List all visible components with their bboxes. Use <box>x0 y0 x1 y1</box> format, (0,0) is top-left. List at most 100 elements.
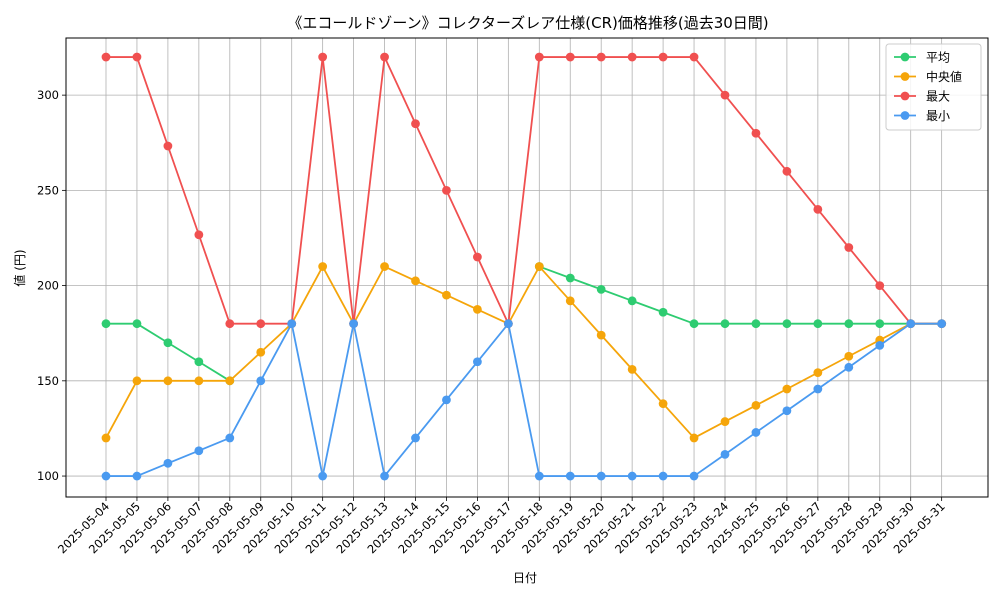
legend-swatch-marker <box>900 91 910 101</box>
data-point <box>844 362 854 372</box>
data-point <box>318 471 328 481</box>
data-point <box>596 285 606 294</box>
series-layer <box>101 52 947 481</box>
axes-layer: 2025-05-042025-05-052025-05-062025-05-07… <box>37 37 989 556</box>
data-point <box>813 205 823 214</box>
data-point <box>256 347 266 357</box>
data-point <box>751 400 761 410</box>
data-point <box>225 433 235 443</box>
data-point <box>534 262 544 271</box>
data-point <box>256 376 266 386</box>
data-point <box>627 471 637 481</box>
data-point <box>844 351 854 361</box>
legend-label: 最大 <box>926 90 950 104</box>
data-point <box>442 185 451 195</box>
data-point <box>380 52 389 62</box>
data-point <box>101 471 111 481</box>
data-point <box>658 52 668 62</box>
data-point <box>751 319 761 329</box>
y-tick-label: 300 <box>37 88 59 102</box>
data-point <box>720 319 730 329</box>
data-point <box>565 471 575 481</box>
data-point <box>256 319 266 329</box>
data-point <box>380 262 389 271</box>
legend-item: 最大 <box>894 90 950 104</box>
data-point <box>473 357 482 367</box>
legend-item: 中央値 <box>894 69 962 84</box>
series-2 <box>101 262 947 443</box>
series-4 <box>101 319 947 481</box>
legend-label: 平均 <box>926 51 950 65</box>
data-point <box>163 141 173 151</box>
data-point <box>442 395 451 405</box>
data-point <box>132 471 142 481</box>
legend-swatch-marker <box>900 111 910 120</box>
data-point <box>658 399 668 409</box>
series-line <box>106 56 942 325</box>
data-point <box>411 119 420 129</box>
chart-title: 《エコールドゾーン》コレクターズレア仕様(CR)価格推移(過去30日間) <box>287 14 768 32</box>
data-point <box>565 273 575 283</box>
data-point <box>720 90 730 100</box>
data-point <box>596 52 606 62</box>
data-point <box>720 417 730 426</box>
data-point <box>132 376 142 386</box>
data-point <box>101 319 111 329</box>
x-axis-label: 日付 <box>513 571 537 585</box>
data-point <box>132 319 142 329</box>
legend-label: 中央値 <box>926 69 962 84</box>
data-point <box>720 449 730 459</box>
data-point <box>194 357 204 367</box>
data-point <box>163 376 173 386</box>
data-point <box>782 166 792 176</box>
data-point <box>473 305 482 314</box>
data-point <box>565 296 575 306</box>
data-point <box>751 128 761 138</box>
data-point <box>194 446 204 456</box>
data-point <box>689 319 699 329</box>
data-point <box>658 471 668 481</box>
data-point <box>411 433 420 443</box>
data-point <box>875 319 885 329</box>
data-point <box>875 281 885 290</box>
data-point <box>689 471 699 481</box>
data-point <box>751 428 761 437</box>
y-tick-label: 150 <box>37 374 59 388</box>
data-point <box>349 319 358 329</box>
data-point <box>689 52 699 62</box>
data-point <box>844 243 854 252</box>
data-point <box>442 290 451 300</box>
data-point <box>194 230 204 240</box>
y-tick-label: 200 <box>37 279 59 293</box>
grid-layer <box>66 38 988 497</box>
series-line <box>538 265 942 325</box>
data-point <box>101 52 111 62</box>
data-point <box>875 340 885 350</box>
data-point <box>163 338 173 348</box>
data-point <box>596 471 606 481</box>
legend-item: 平均 <box>894 51 950 65</box>
data-point <box>534 471 544 481</box>
data-point <box>225 319 235 329</box>
data-point <box>782 384 792 394</box>
data-point <box>473 252 482 262</box>
data-point <box>318 52 328 62</box>
data-point <box>194 376 204 386</box>
legend-box <box>885 43 982 131</box>
data-point <box>163 458 173 468</box>
legend-swatch-marker <box>900 52 910 62</box>
data-point <box>565 52 575 62</box>
data-point <box>534 52 544 62</box>
y-axis-label: 値 (円) <box>12 249 27 286</box>
data-point <box>627 52 637 62</box>
data-point <box>503 319 513 329</box>
data-point <box>380 471 389 481</box>
data-point <box>782 319 792 329</box>
data-point <box>596 330 606 340</box>
data-point <box>287 319 297 329</box>
data-point <box>782 406 792 416</box>
legend-swatch-marker <box>900 72 910 81</box>
legend-item: 最小 <box>894 109 950 123</box>
